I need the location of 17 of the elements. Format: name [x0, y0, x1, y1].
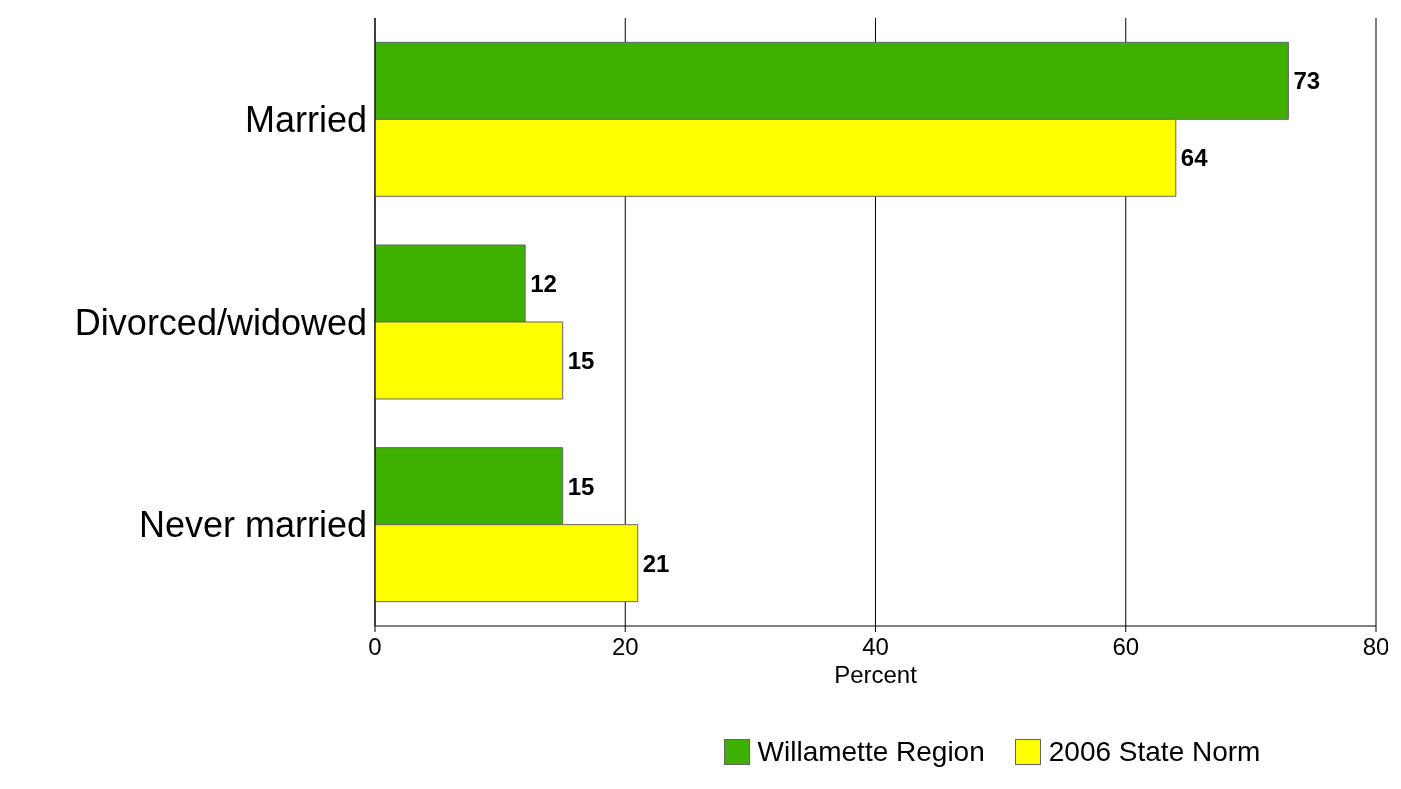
- legend-label: Willamette Region: [757, 736, 985, 768]
- x-tick-label: 60: [1112, 633, 1140, 661]
- x-tick-label: 0: [368, 633, 382, 661]
- x-tick-label: 20: [611, 633, 639, 661]
- data-label: 64: [1180, 144, 1209, 172]
- data-label: 21: [642, 549, 670, 577]
- y-tick-label: Never married: [138, 504, 367, 546]
- x-axis-title: Percent: [834, 661, 918, 689]
- data-label: 15: [567, 472, 595, 500]
- data-label: 15: [567, 347, 595, 375]
- y-tick-label: Divorced/widowed: [74, 301, 367, 343]
- x-tick-label: 80: [1362, 633, 1390, 661]
- data-label: 73: [1293, 67, 1321, 95]
- x-tick-label: 40: [862, 633, 889, 661]
- data-label: 12: [530, 270, 557, 298]
- legend-label: 2006 State Norm: [1048, 736, 1261, 768]
- y-tick-label: Married: [244, 99, 367, 141]
